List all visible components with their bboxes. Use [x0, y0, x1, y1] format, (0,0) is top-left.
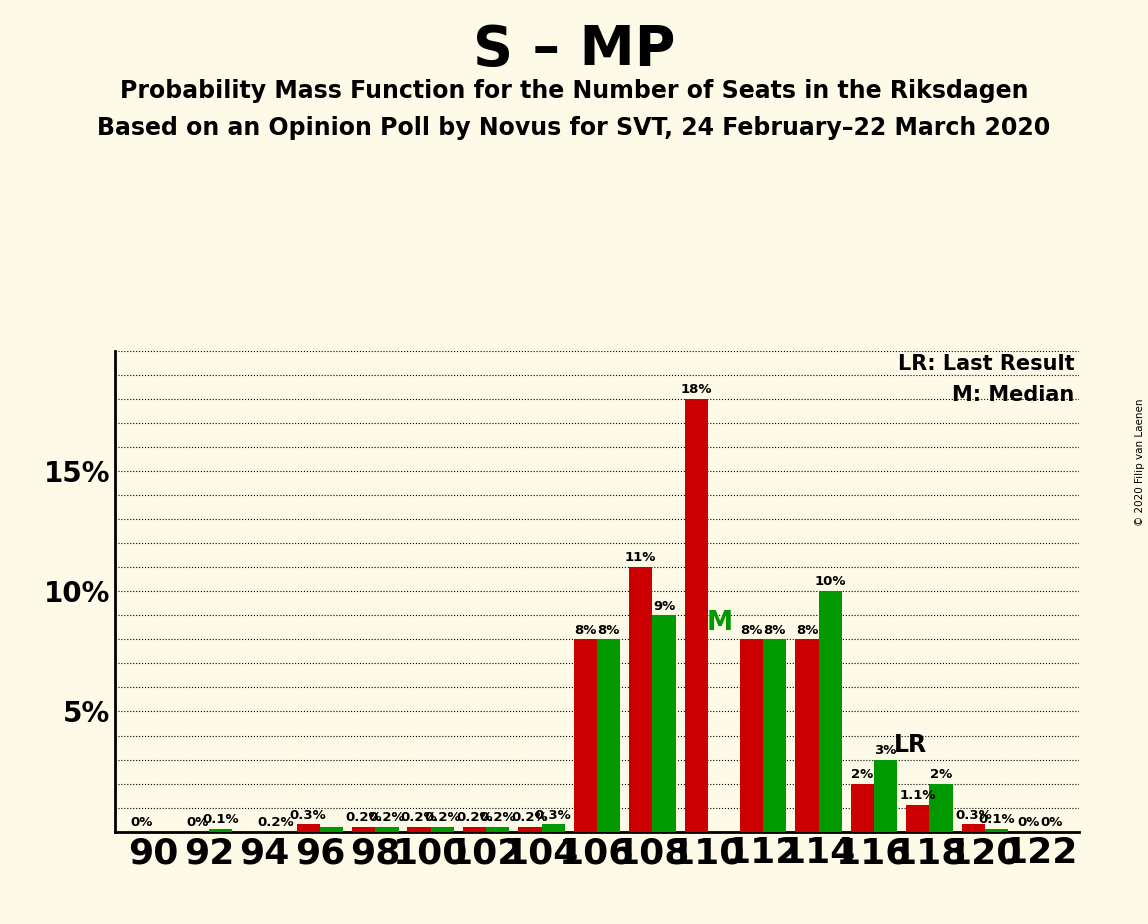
Text: 9%: 9% — [653, 600, 675, 613]
Bar — [408, 827, 430, 832]
Text: 8%: 8% — [796, 624, 819, 637]
Text: 0%: 0% — [131, 816, 153, 829]
Bar — [930, 784, 953, 832]
Text: 0.2%: 0.2% — [346, 811, 382, 824]
Text: 0.2%: 0.2% — [512, 811, 549, 824]
Bar — [518, 827, 542, 832]
Text: 0.2%: 0.2% — [258, 816, 294, 829]
Bar — [209, 829, 232, 832]
Bar — [296, 824, 320, 832]
Text: S – MP: S – MP — [473, 23, 675, 77]
Text: Probability Mass Function for the Number of Seats in the Riksdagen: Probability Mass Function for the Number… — [119, 79, 1029, 103]
Bar — [874, 760, 898, 832]
Text: 0.2%: 0.2% — [369, 811, 405, 824]
Bar — [796, 639, 819, 832]
Text: 3%: 3% — [875, 744, 897, 757]
Bar — [486, 827, 510, 832]
Text: 2%: 2% — [852, 768, 874, 781]
Bar — [906, 805, 930, 832]
Text: 1.1%: 1.1% — [900, 789, 936, 802]
Text: 0.1%: 0.1% — [978, 813, 1015, 826]
Bar — [574, 639, 597, 832]
Text: Based on an Opinion Poll by Novus for SVT, 24 February–22 March 2020: Based on an Opinion Poll by Novus for SV… — [98, 116, 1050, 140]
Text: 18%: 18% — [681, 383, 712, 396]
Text: M: M — [706, 610, 732, 636]
Text: 0.2%: 0.2% — [401, 811, 437, 824]
Bar — [597, 639, 620, 832]
Text: LR: Last Result: LR: Last Result — [898, 354, 1075, 373]
Text: 8%: 8% — [763, 624, 786, 637]
Bar — [320, 827, 343, 832]
Bar — [375, 827, 398, 832]
Text: © 2020 Filip van Laenen: © 2020 Filip van Laenen — [1135, 398, 1145, 526]
Bar — [962, 824, 985, 832]
Text: LR: LR — [894, 733, 928, 757]
Text: 0.2%: 0.2% — [456, 811, 492, 824]
Bar — [463, 827, 486, 832]
Bar — [542, 824, 565, 832]
Text: 0.2%: 0.2% — [424, 811, 460, 824]
Text: 8%: 8% — [574, 624, 597, 637]
Text: 0.3%: 0.3% — [289, 808, 326, 821]
Text: 0.1%: 0.1% — [202, 813, 239, 826]
Text: 0%: 0% — [186, 816, 209, 829]
Text: 0%: 0% — [1017, 816, 1040, 829]
Bar — [763, 639, 786, 832]
Text: 0%: 0% — [1041, 816, 1063, 829]
Text: 2%: 2% — [930, 768, 952, 781]
Text: 0.2%: 0.2% — [480, 811, 517, 824]
Text: 8%: 8% — [740, 624, 762, 637]
Bar — [684, 399, 708, 832]
Bar — [629, 567, 652, 832]
Bar — [430, 827, 453, 832]
Text: 0.3%: 0.3% — [535, 808, 572, 821]
Text: M: Median: M: Median — [952, 384, 1075, 405]
Bar — [652, 615, 676, 832]
Text: 10%: 10% — [815, 576, 846, 589]
Bar — [352, 827, 375, 832]
Bar — [851, 784, 874, 832]
Bar — [819, 591, 841, 832]
Text: 8%: 8% — [597, 624, 620, 637]
Bar — [740, 639, 763, 832]
Text: 0.3%: 0.3% — [955, 808, 992, 821]
Bar — [985, 829, 1008, 832]
Text: 11%: 11% — [625, 552, 657, 565]
